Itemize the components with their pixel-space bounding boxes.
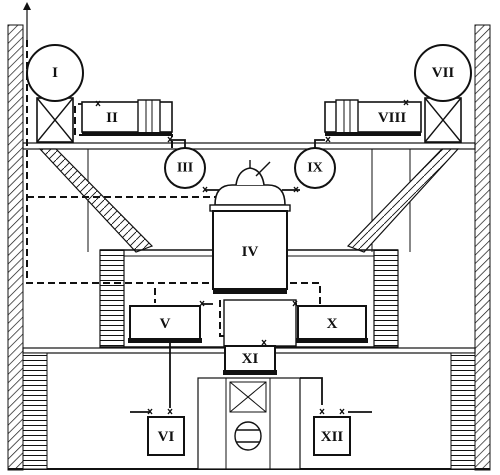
cooler-II: II [81,99,173,136]
sphere-tank-VII: VII [414,44,472,143]
support-box [223,299,297,347]
barrel-icon [234,421,262,451]
label-I: I [52,65,58,81]
label-V: V [160,316,171,332]
truss-braces [38,148,460,253]
label-III: III [177,161,193,176]
label-X: X [327,316,338,332]
sphere-IX: IX [294,147,336,189]
label-XI: XI [242,351,259,367]
vat-XI: XI [223,345,277,375]
building-walls [7,24,491,471]
valve-icons [95,99,409,415]
vat-V: V [128,305,202,343]
label-VI: VI [158,429,175,445]
cask-VI: VI [147,416,185,456]
label-VII: VII [432,65,455,81]
middle-level [99,249,399,348]
label-IV: IV [242,244,259,260]
cask-XII: XII [313,416,351,456]
label-II: II [106,110,118,126]
cooler-VIII: VIII [324,99,422,136]
vat-X: X [296,305,368,343]
height-arrow-icon [23,2,31,40]
label-IX: IX [307,161,323,176]
sphere-tank-I: I [26,44,84,143]
label-XII: XII [321,429,344,445]
sphere-III: III [164,147,206,189]
label-VIII: VIII [378,110,407,126]
central-tank-IV: IV [209,160,291,294]
